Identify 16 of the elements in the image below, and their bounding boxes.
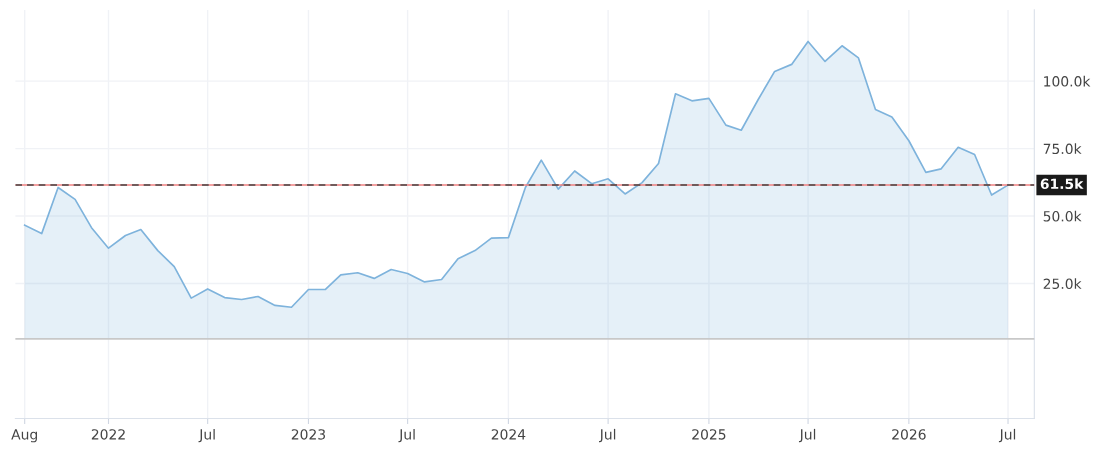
y-tick-label: 100.0k xyxy=(1044,75,1091,87)
x-tick-label: Jul xyxy=(398,428,415,443)
x-tick-label: 2022 xyxy=(91,429,125,440)
x-tick-label: Jul xyxy=(998,428,1016,443)
x-tick-label: Jul xyxy=(599,428,616,443)
y-tick-label: 75.0k xyxy=(1043,143,1082,155)
x-tick-label: 2023 xyxy=(291,429,326,440)
x-tick-label: 2025 xyxy=(692,429,726,440)
x-tick-label: Jul xyxy=(798,428,816,443)
ref-line-label: 61.5k xyxy=(1040,178,1084,190)
x-tick-label: 2026 xyxy=(892,429,926,440)
x-tick-label: Jul xyxy=(198,428,215,443)
x-tick-label: 2024 xyxy=(491,429,526,440)
x-tick-label: Aug xyxy=(11,429,37,443)
y-tick-label: 50.0k xyxy=(1043,210,1082,222)
y-tick-label: 25.0k xyxy=(1043,278,1082,289)
